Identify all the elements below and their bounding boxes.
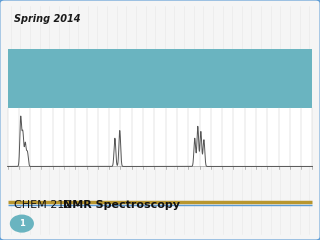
Bar	[8, 108, 312, 166]
Text: CHEM 212 –: CHEM 212 –	[14, 200, 84, 210]
Text: NMR Spectroscopy: NMR Spectroscopy	[63, 200, 180, 210]
Text: 1: 1	[19, 219, 25, 228]
Text: Spring 2014: Spring 2014	[14, 14, 80, 24]
Bar	[8, 48, 312, 112]
Circle shape	[10, 215, 34, 233]
